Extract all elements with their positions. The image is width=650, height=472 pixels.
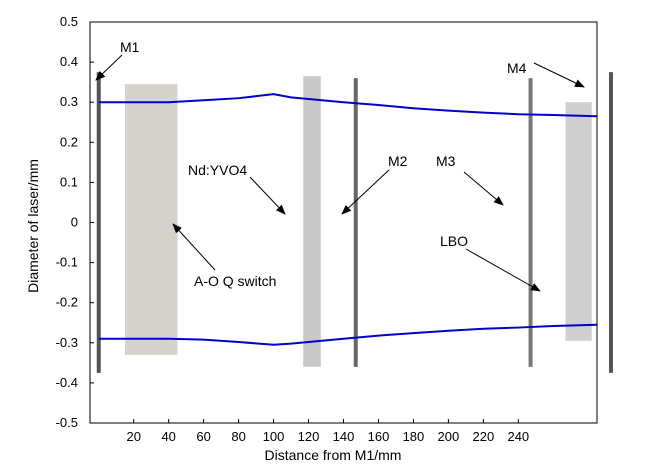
annotation-m3-arrow — [463, 171, 504, 206]
x-tick-label: 160 — [368, 429, 390, 444]
annotation-ndyvo4: Nd:YVO4 — [188, 162, 247, 178]
annotation-lbo: LBO — [440, 233, 468, 249]
y-tick-label: -0.3 — [56, 335, 78, 350]
mirror-0 — [96, 72, 101, 373]
y-tick-label: 0.3 — [60, 94, 78, 109]
y-axis-label: Diameter of laser/mm — [25, 159, 41, 293]
annotation-m4-arrow — [533, 62, 585, 88]
annotation-m4: M4 — [507, 60, 527, 76]
annotation-m1: M1 — [120, 39, 140, 55]
x-tick-label: 40 — [161, 429, 175, 444]
x-tick-label: 120 — [298, 429, 320, 444]
mirror-6 — [608, 72, 613, 373]
beam-profile — [98, 93, 598, 346]
annotation-m2: M2 — [388, 153, 408, 169]
annotation-lbo-arrow — [465, 248, 541, 292]
beam-lower-line — [98, 323, 598, 346]
y-tick-label: -0.4 — [56, 375, 78, 390]
mirror-4 — [528, 78, 533, 367]
optical-components — [96, 72, 613, 373]
x-tick-label: 240 — [507, 429, 529, 444]
annotation-m1-arrow — [95, 54, 123, 81]
x-tick-label: 100 — [263, 429, 285, 444]
y-tick-label: 0.5 — [60, 14, 78, 29]
crystal-2 — [303, 76, 321, 367]
x-tick-label: 220 — [473, 429, 495, 444]
annotation-m3: M3 — [436, 153, 456, 169]
x-tick-label: 60 — [196, 429, 210, 444]
crystal-1 — [124, 84, 178, 355]
x-tick-label: 180 — [403, 429, 425, 444]
mirror-3 — [353, 78, 358, 367]
y-tick-label: -0.5 — [56, 415, 78, 430]
x-tick-label: 20 — [126, 429, 140, 444]
beam-upper-line — [98, 93, 598, 118]
y-tick-label: -0.2 — [56, 295, 78, 310]
annotation-aoq-switch: A-O Q switch — [194, 273, 276, 289]
x-axis-ticks: 20 40 60 80 100 120 140 160 180 200 220 240 — [126, 419, 529, 444]
y-tick-label: 0.4 — [60, 54, 78, 69]
annotation-aoq-switch-arrow — [172, 223, 216, 271]
x-tick-label: 80 — [231, 429, 245, 444]
y-axis-ticks: -0.5 -0.4 -0.3 -0.2 -0.1 0 0.1 0.2 0.3 0.4 0.5 — [56, 14, 94, 430]
annotation-ndyvo4-arrow — [249, 176, 286, 215]
y-tick-label: 0.2 — [60, 134, 78, 149]
y-tick-label: 0 — [71, 215, 78, 230]
x-tick-label: 200 — [438, 429, 460, 444]
y-tick-label: -0.1 — [56, 255, 78, 270]
annotation-m2-arrow — [341, 169, 390, 215]
y-tick-label: 0.1 — [60, 174, 78, 189]
x-tick-label: 140 — [333, 429, 355, 444]
crystal-5 — [565, 102, 592, 341]
x-axis-label: Distance from M1/mm — [265, 447, 402, 463]
